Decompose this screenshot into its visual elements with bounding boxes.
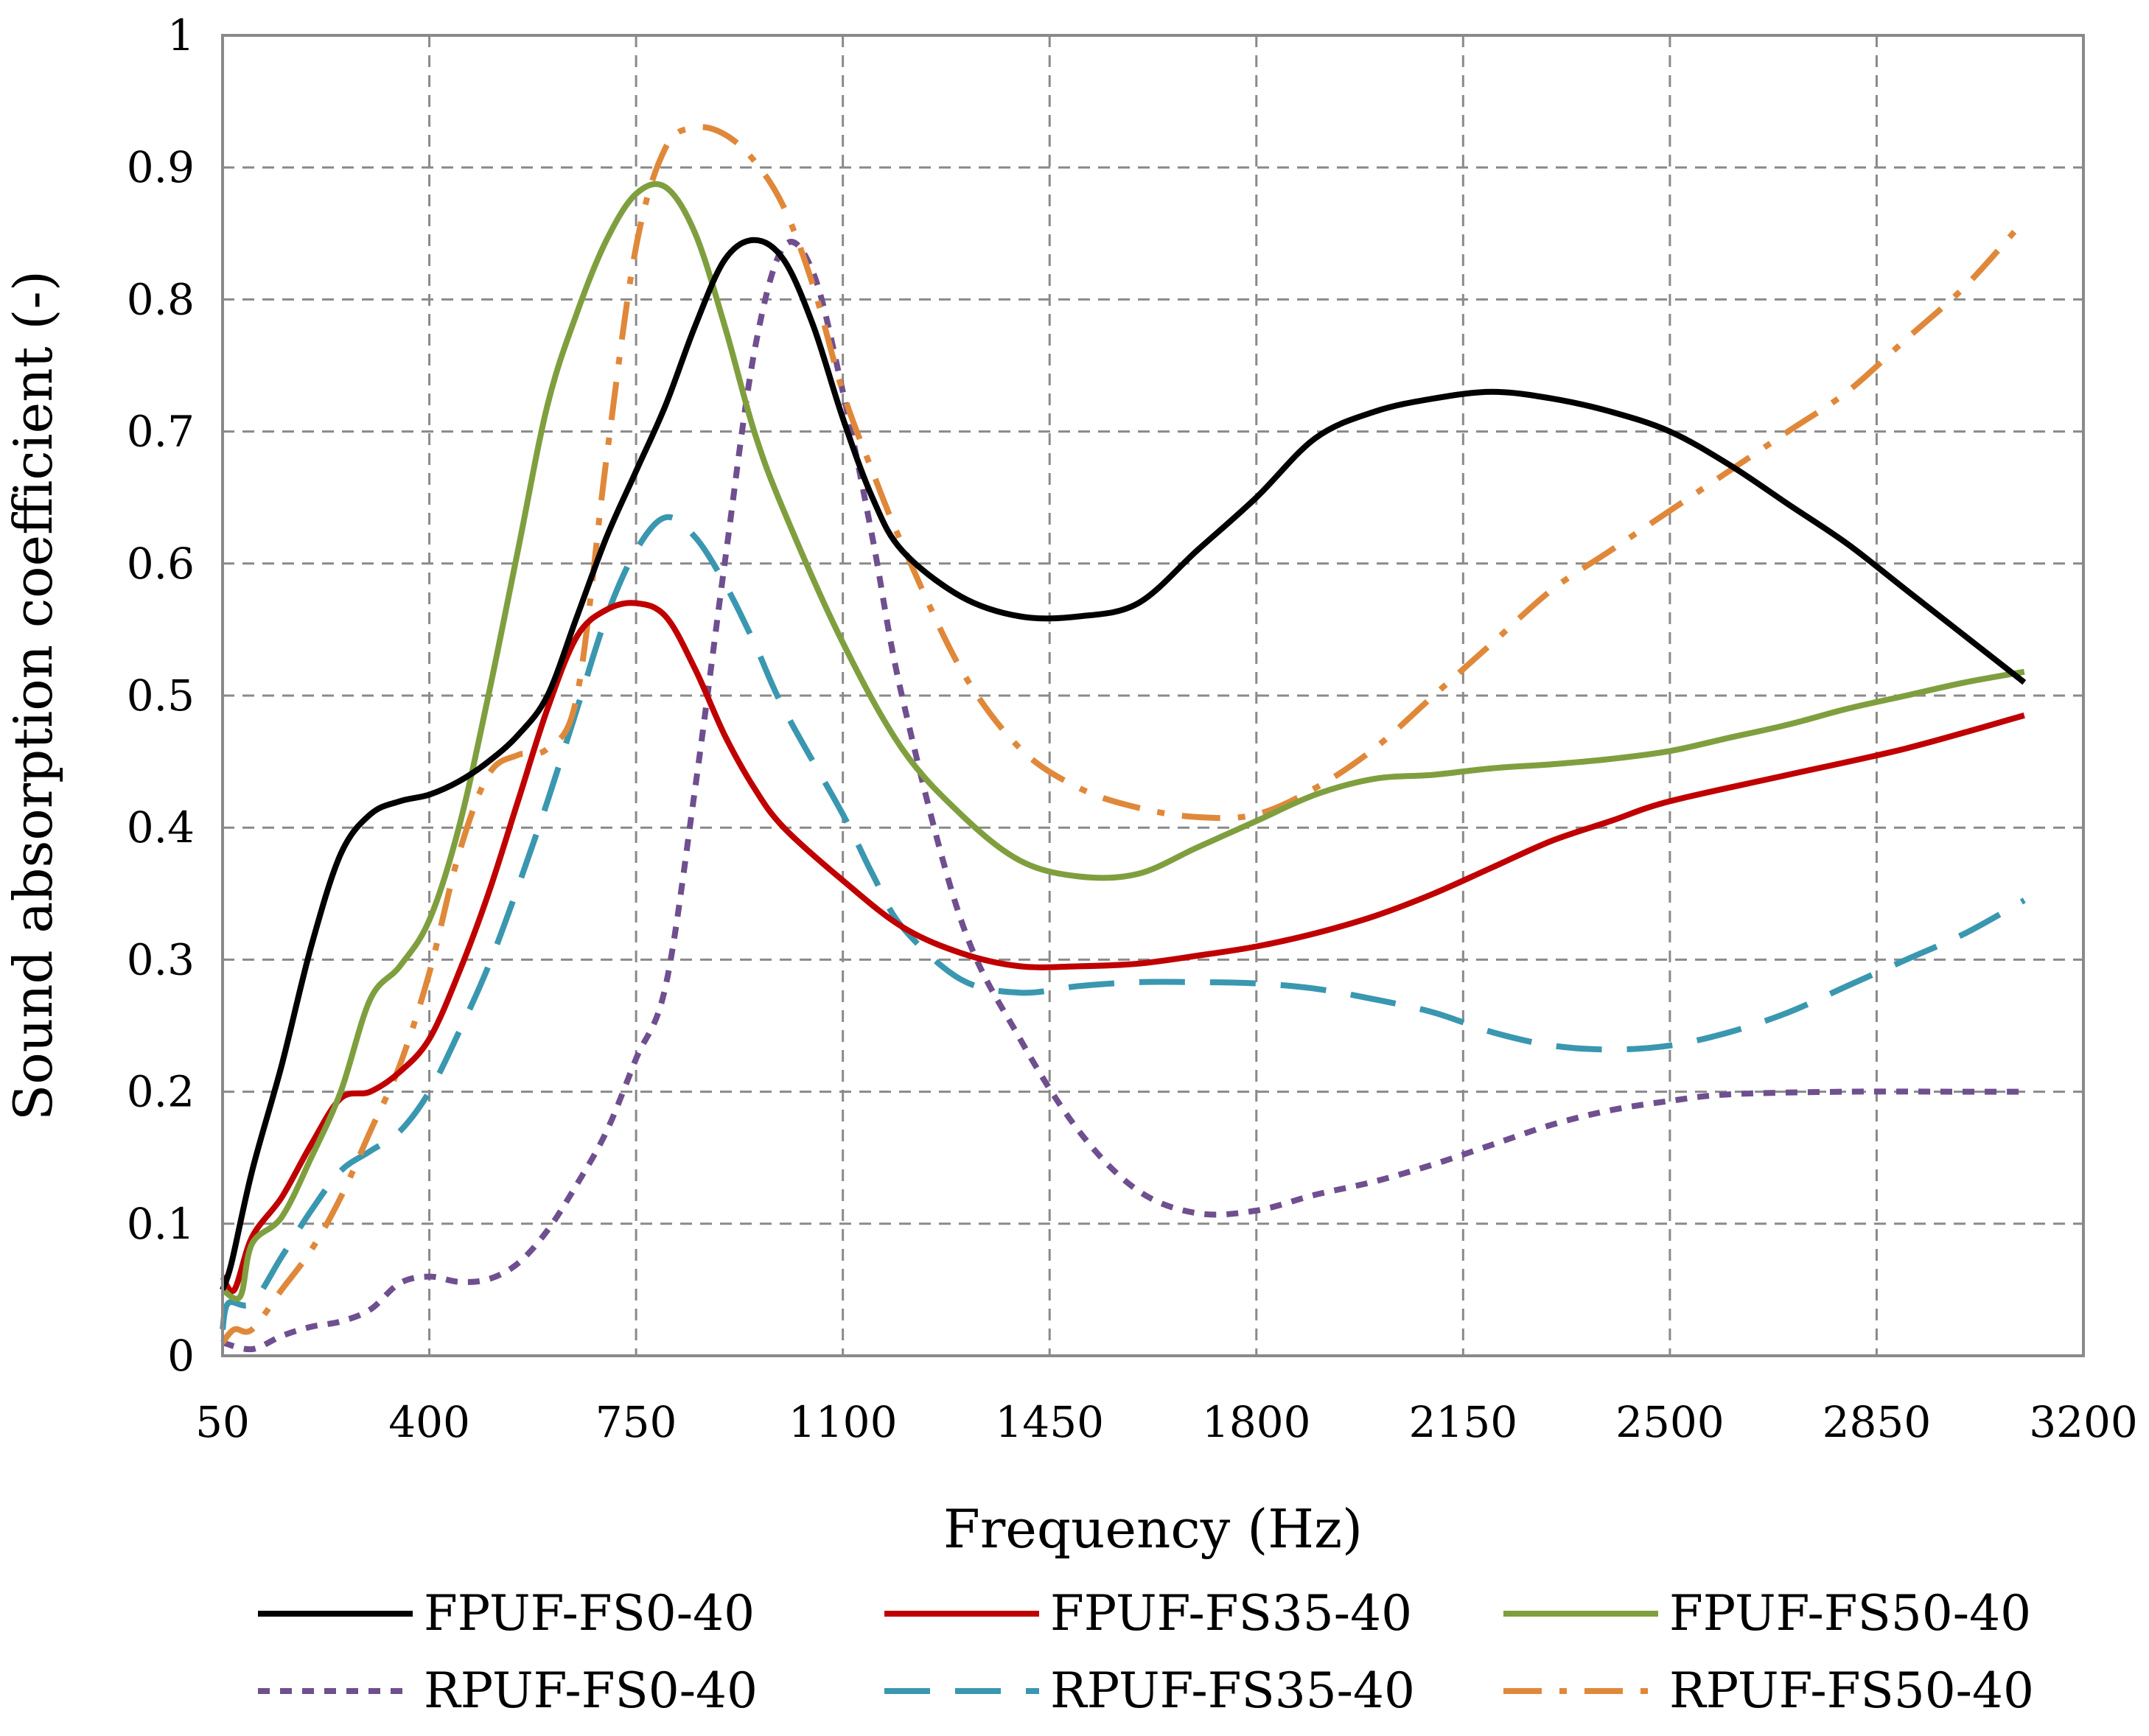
x-tick-label-8: 2850: [1823, 1397, 1932, 1447]
y-tick-label-2: 0.2: [127, 1067, 195, 1117]
y-tick-label-7: 0.7: [127, 407, 195, 457]
legend-label-fpuf-fs50-40: FPUF-FS50-40: [1669, 1585, 2031, 1642]
series-line-fpuf-fs50-40: [220, 181, 2025, 1302]
y-tick-label-9: 0.9: [127, 142, 195, 192]
y-tick-label-5: 0.5: [127, 671, 195, 721]
series-line-rpuf-fs0-40: [221, 239, 2024, 1353]
x-tick-label-3: 1100: [789, 1397, 898, 1447]
x-tick-label-7: 2500: [1615, 1397, 1725, 1447]
legend: FPUF-FS0-40 FPUF-FS35-40 FPUF-FS50-40 RPUF-…: [258, 1585, 2034, 1719]
x-axis-title: Frequency (Hz): [943, 1498, 1363, 1560]
x-tick-label-0: 50: [195, 1397, 250, 1447]
y-tick-label-1: 0.1: [127, 1199, 195, 1249]
grid-layer: [223, 35, 2083, 1356]
x-tick-label-9: 3200: [2029, 1397, 2138, 1447]
legend-label-rpuf-fs50-40: RPUF-FS50-40: [1669, 1662, 2034, 1719]
series-line-fpuf-fs35-40: [220, 600, 2025, 1295]
legend-label-rpuf-fs0-40: RPUF-FS0-40: [424, 1662, 758, 1719]
plot-area-frame: [221, 34, 2085, 1357]
x-tick-label-1: 400: [388, 1397, 470, 1447]
series-line-rpuf-fs50-40: [220, 124, 2027, 1345]
series-line-fpuf-fs0-40: [220, 237, 2027, 1291]
x-tick-label-5: 1800: [1202, 1397, 1311, 1447]
legend-label-fpuf-fs35-40: FPUF-FS35-40: [1050, 1585, 1412, 1642]
x-tick-label-4: 1450: [995, 1397, 1104, 1447]
x-tick-label-6: 2150: [1409, 1397, 1518, 1447]
y-axis-title: Sound absorption coefficient (-): [2, 270, 64, 1121]
y-tick-label-4: 0.4: [127, 802, 195, 853]
legend-label-rpuf-fs35-40: RPUF-FS35-40: [1050, 1662, 1415, 1719]
y-tick-label-6: 0.6: [127, 539, 195, 589]
legend-label-fpuf-fs0-40: FPUF-FS0-40: [424, 1585, 755, 1642]
y-tick-label-10: 1: [167, 10, 195, 60]
y-tick-label-0: 0: [167, 1331, 195, 1381]
x-tick-label-2: 750: [595, 1397, 677, 1447]
y-tick-label-3: 0.3: [127, 934, 195, 984]
tick-label-layer: 50 400 750 1100 1450 1800 2150 2500 2850 3200 0 0.1…: [127, 10, 2138, 1447]
series-line-rpuf-fs35-40: [220, 514, 2026, 1331]
y-tick-label-8: 0.8: [127, 274, 195, 324]
series-layer: [220, 124, 2027, 1353]
